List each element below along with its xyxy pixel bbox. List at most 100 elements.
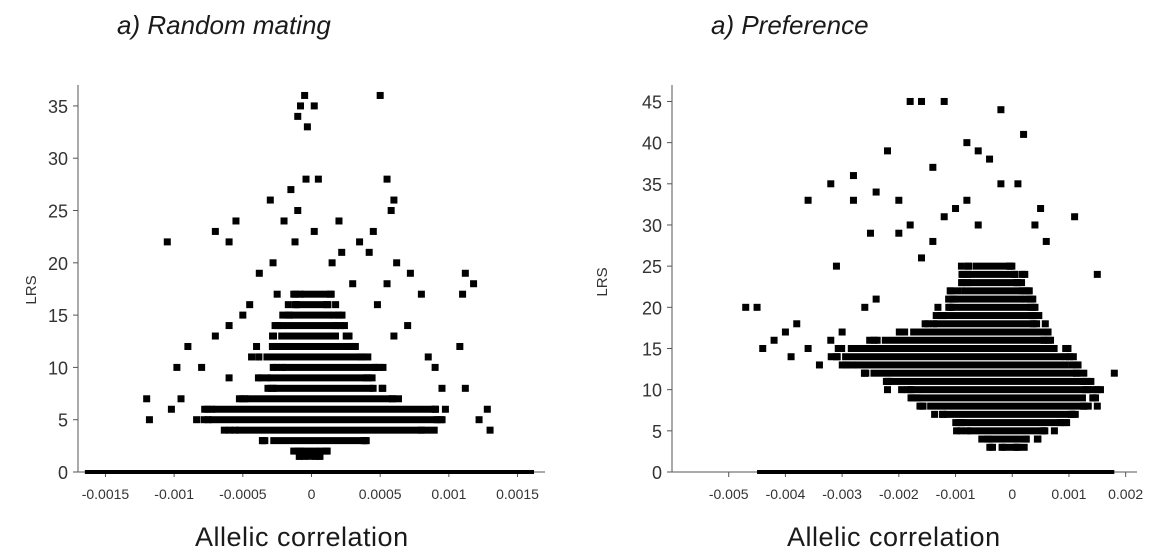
data-point <box>173 363 181 371</box>
data-point <box>239 311 247 319</box>
data-point <box>198 363 206 371</box>
data-band <box>84 470 535 474</box>
data-point <box>787 353 795 361</box>
data-point <box>849 196 857 204</box>
data-point <box>204 416 212 424</box>
data-band <box>949 303 1030 311</box>
data-point <box>952 205 960 213</box>
data-point <box>335 217 343 225</box>
data-band <box>300 290 323 298</box>
data-band <box>263 353 360 361</box>
data-point <box>909 394 917 402</box>
data-point <box>1093 270 1101 278</box>
data-point <box>315 452 323 460</box>
data-point <box>297 102 305 110</box>
data-point <box>918 402 926 410</box>
data-point <box>461 269 469 277</box>
data-point <box>231 426 239 434</box>
data-point <box>232 217 240 225</box>
data-point <box>246 301 254 309</box>
data-point <box>945 303 953 311</box>
data-point <box>946 287 954 295</box>
data-point <box>759 344 767 352</box>
data-point <box>832 262 840 270</box>
data-point <box>1062 353 1070 361</box>
data-point <box>963 139 971 147</box>
data-point <box>1069 353 1077 361</box>
data-point <box>475 416 483 424</box>
x-tick-label: -0.001 <box>936 486 976 502</box>
data-point <box>827 180 835 188</box>
data-point <box>184 342 192 350</box>
x-tick-label: 0.001 <box>1051 486 1086 502</box>
data-point <box>1005 262 1013 270</box>
data-point <box>1014 279 1022 287</box>
data-point <box>1080 369 1088 377</box>
data-point <box>921 320 929 328</box>
data-point <box>974 147 982 155</box>
data-point <box>433 416 441 424</box>
data-point <box>1013 443 1021 451</box>
data-point <box>954 287 962 295</box>
data-point <box>254 374 262 382</box>
data-point <box>898 386 906 394</box>
data-point <box>838 328 846 336</box>
data-point <box>340 322 348 330</box>
data-point <box>1091 394 1099 402</box>
x-tick-label: 0.0005 <box>359 486 402 502</box>
data-point <box>1037 205 1045 213</box>
data-point <box>866 336 874 344</box>
data-point <box>177 395 185 403</box>
data-point <box>326 290 334 298</box>
data-band <box>284 332 339 340</box>
data-point <box>163 238 171 246</box>
data-band <box>932 320 1035 328</box>
data-point <box>406 269 414 277</box>
data-point <box>957 262 965 270</box>
y-tick-label: 10 <box>642 381 662 401</box>
data-point <box>1018 279 1026 287</box>
y-tick-label: 30 <box>48 149 68 169</box>
data-point <box>1089 386 1097 394</box>
x-axis-label-left: Allelic correlation <box>195 522 409 552</box>
data-point <box>1041 427 1049 435</box>
data-point <box>338 311 346 319</box>
data-point <box>225 238 233 246</box>
y-tick-label: 5 <box>652 422 662 442</box>
data-point <box>781 328 789 336</box>
data-point <box>332 301 340 309</box>
x-tick-label: -0.0015 <box>82 486 130 502</box>
data-point <box>301 91 309 99</box>
data-point <box>294 207 302 215</box>
data-point <box>378 384 386 392</box>
data-point <box>958 419 966 427</box>
data-band <box>235 426 425 434</box>
data-point <box>940 213 948 221</box>
data-point <box>255 353 263 361</box>
data-point <box>885 377 893 385</box>
data-point <box>1096 386 1104 394</box>
data-point <box>369 227 377 235</box>
data-point <box>336 322 344 330</box>
data-band <box>273 384 374 392</box>
data-point <box>393 259 401 267</box>
data-point <box>861 369 869 377</box>
data-point <box>1071 213 1079 221</box>
data-band <box>915 394 1086 402</box>
data-point <box>253 342 261 350</box>
data-point <box>866 229 874 237</box>
data-point <box>1082 386 1090 394</box>
data-point <box>838 361 846 369</box>
data-point <box>827 336 835 344</box>
data-point <box>833 353 841 361</box>
data-point <box>364 353 372 361</box>
data-point <box>338 248 346 256</box>
data-point <box>365 248 373 256</box>
data-band <box>842 353 1064 361</box>
data-band <box>290 311 333 319</box>
data-point <box>383 175 391 183</box>
data-point <box>423 426 431 434</box>
data-point <box>1083 377 1091 385</box>
data-point <box>872 295 880 303</box>
data-point <box>1042 237 1050 245</box>
